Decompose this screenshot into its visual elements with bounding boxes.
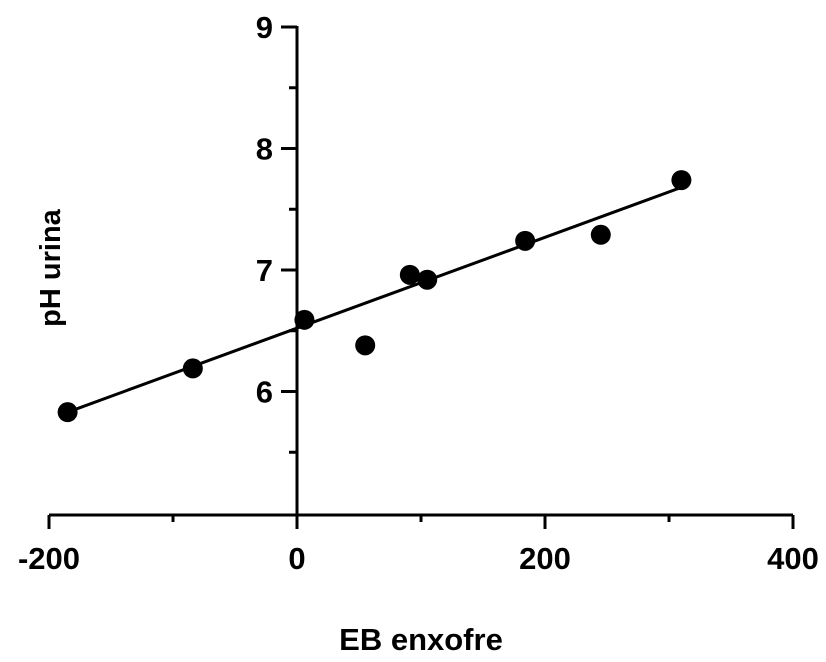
y-axis-label: pH urina [35,208,67,326]
x-tick-label: 200 [519,541,571,576]
x-tick-label: 400 [767,541,819,576]
y-tick-label: 8 [256,132,273,167]
data-point [417,269,438,290]
data-point [515,230,536,251]
y-tick-label: 7 [256,253,273,288]
fit-line-group [67,185,682,414]
x-tick-label: -200 [18,541,80,576]
y-tick-label: 6 [256,375,273,410]
data-point [671,170,692,191]
data-point [590,224,611,245]
data-point [355,335,376,356]
y-tick-label: 9 [256,10,273,45]
data-point [182,358,203,379]
fit-line [67,185,682,414]
data-point [294,309,315,330]
points-group [57,170,692,423]
x-tick-label: 0 [288,541,305,576]
x-axis-label: EB enxofre [339,622,503,657]
data-point [57,402,78,423]
data-point [399,264,420,285]
axes: -200 0 200 400 6 7 8 9 [18,10,819,576]
